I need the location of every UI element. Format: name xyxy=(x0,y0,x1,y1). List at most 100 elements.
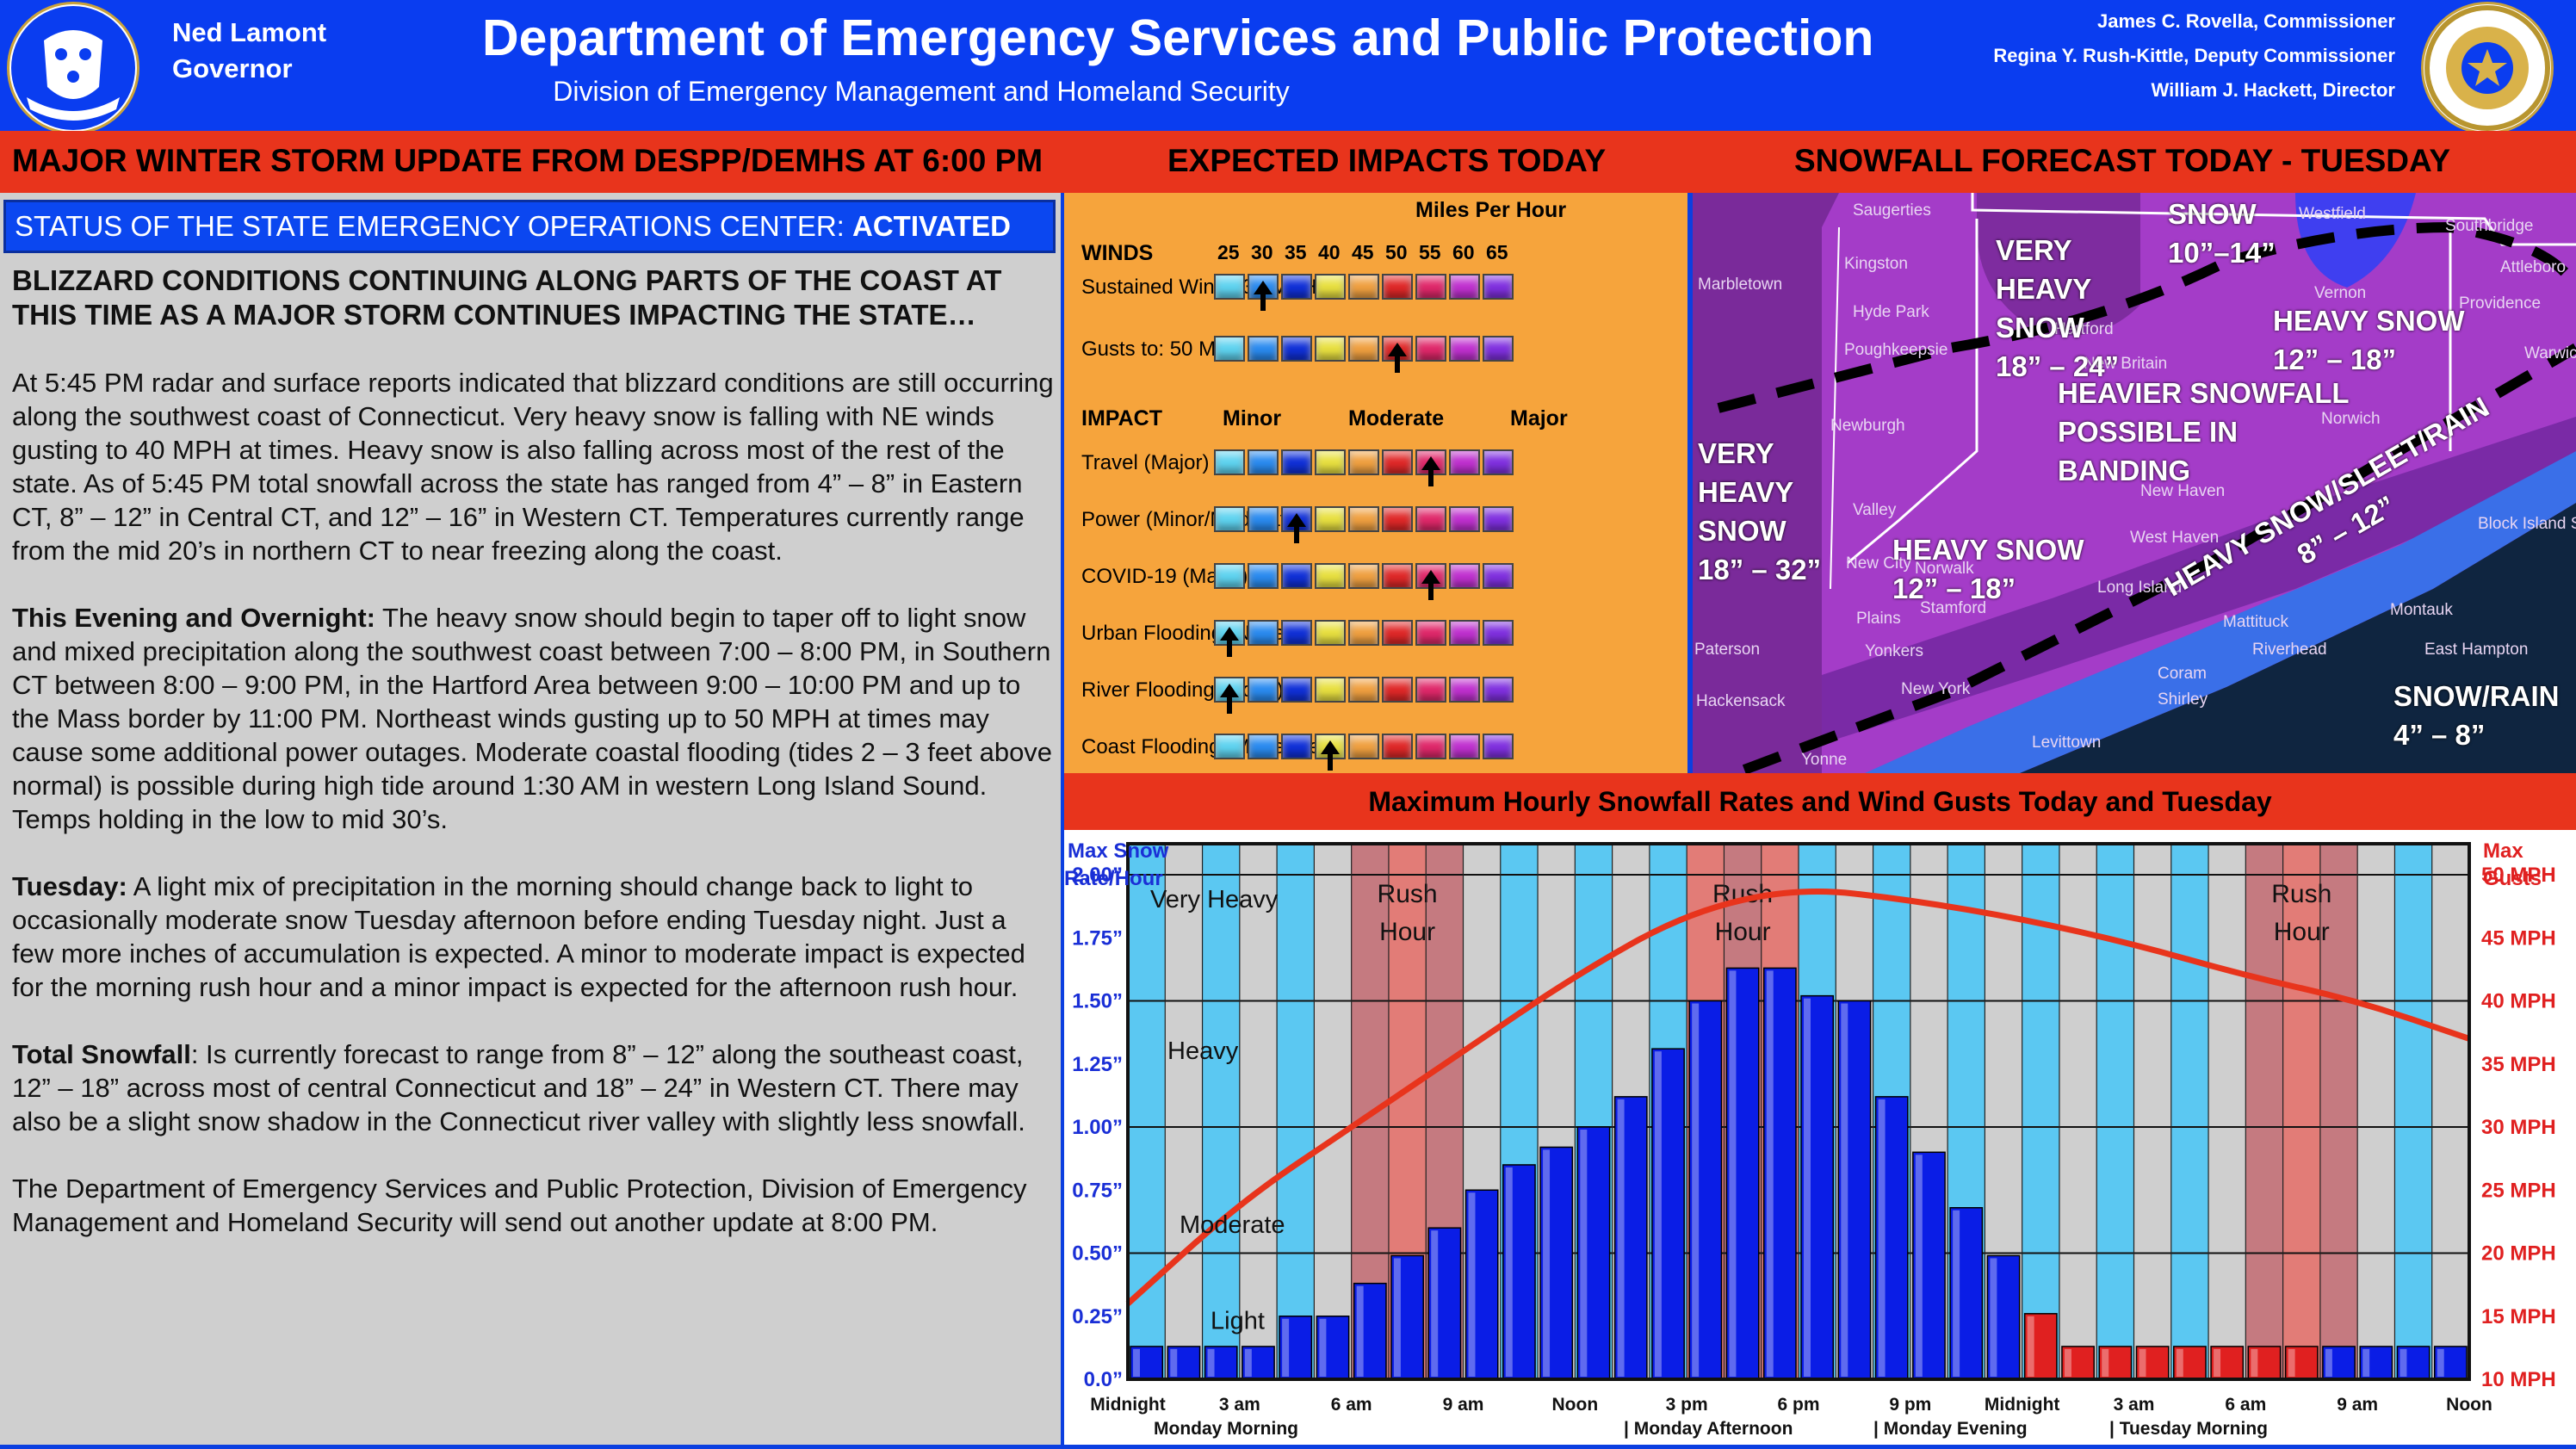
mph-tick: 50 xyxy=(1385,241,1408,263)
period-label: | Monday Afternoon xyxy=(1624,1419,1793,1439)
x-axis-tick: 3 pm xyxy=(1666,1395,1708,1415)
header xyxy=(0,0,2576,131)
map-label-line: HEAVY xyxy=(1698,476,1794,508)
governor-title: Governor xyxy=(172,53,293,84)
impact-row-3-scale-bar xyxy=(1214,620,1516,646)
scale-segment xyxy=(1281,734,1312,759)
scale-segment xyxy=(1483,677,1514,703)
storm-update-heading: MAJOR WINTER STORM UPDATE FROM DESPP/DEM… xyxy=(12,143,1043,178)
snow-bar-highlight xyxy=(1282,1318,1290,1377)
chart-stripe xyxy=(2133,844,2171,1379)
chart-title-band: Maximum Hourly Snowfall Rates and Wind G… xyxy=(1064,773,2576,830)
snow-bar xyxy=(1390,1254,1424,1380)
scale-segment xyxy=(1315,563,1346,589)
scale-segment xyxy=(1348,734,1379,759)
map-label-very-heavy-west: VERY HEAVY SNOW 18” – 32” xyxy=(1698,434,1821,589)
snow-bar-highlight xyxy=(1356,1285,1364,1377)
staff-commissioner: James C. Rovella, Commissioner xyxy=(2096,10,2395,32)
map-label-line: HEAVY SNOW xyxy=(2273,305,2465,337)
map-label-line: VERY xyxy=(1996,234,2072,266)
scale-segment xyxy=(1348,677,1379,703)
scale-segment xyxy=(1281,563,1312,589)
scale-segment xyxy=(1415,677,1446,703)
map-town-label: Hyde Park xyxy=(1853,303,1929,321)
map-town-label: Warwick xyxy=(2524,344,2576,362)
map-town-label: East Hampton xyxy=(2424,641,2529,659)
scale-segment xyxy=(1415,620,1446,646)
impact-row-4-scale-bar xyxy=(1214,677,1516,703)
scale-segment xyxy=(1449,620,1480,646)
scale-segment xyxy=(1382,274,1413,300)
map-town-label: Coram xyxy=(2158,665,2208,683)
wind-gust-line xyxy=(1125,889,2471,1306)
right-axis-tick: 30 MPH xyxy=(2481,1116,2556,1139)
scale-segment xyxy=(1415,336,1446,362)
scale-segment xyxy=(1449,677,1480,703)
x-axis-tick: 6 am xyxy=(2225,1395,2266,1415)
map-label-snow-rain: SNOW/RAIN 4” – 8” xyxy=(2393,677,2560,754)
page-subtitle: Division of Emergency Management and Hom… xyxy=(553,76,1290,107)
scale-segment xyxy=(1315,449,1346,475)
snow-bar-highlight xyxy=(1431,1230,1439,1377)
snow-bar-highlight xyxy=(1617,1099,1625,1377)
x-axis-tick: 9 am xyxy=(2337,1395,2378,1415)
snow-bar xyxy=(1725,967,1760,1380)
snow-bar-highlight xyxy=(1207,1348,1215,1377)
impact-row-1-scale-bar xyxy=(1214,506,1516,532)
snow-bar xyxy=(2247,1346,2282,1380)
mph-tick: 40 xyxy=(1318,241,1341,263)
period-label: Monday Morning xyxy=(1154,1419,1298,1439)
scale-segment xyxy=(1348,274,1379,300)
scale-segment xyxy=(1248,734,1279,759)
eoc-status-value: ACTIVATED xyxy=(852,210,1011,242)
map-town-label: Yonne xyxy=(1801,751,1848,769)
scale-segment xyxy=(1281,449,1312,475)
scale-segment xyxy=(1382,449,1413,475)
map-town-label: Long Island xyxy=(2097,579,2183,597)
scale-segment xyxy=(1348,506,1379,532)
snow-bar xyxy=(1502,1164,1536,1380)
x-axis-tick: 3 am xyxy=(2114,1395,2155,1415)
snow-bar-highlight xyxy=(2325,1348,2332,1377)
scale-segment xyxy=(1382,734,1413,759)
scale-segment xyxy=(1281,336,1312,362)
left-axis-tick: 2.00” xyxy=(1072,864,1123,887)
map-town-label: Stamford xyxy=(1920,599,1987,617)
map-town-label: New City xyxy=(1846,554,1912,573)
snow-bar-highlight xyxy=(2176,1348,2183,1377)
scale-segment xyxy=(1415,506,1446,532)
governor-name: Ned Lamont xyxy=(172,17,327,47)
scale-segment xyxy=(1248,336,1279,362)
despp-seal-icon xyxy=(2421,2,2554,134)
map-town-label: Montauk xyxy=(2390,601,2453,619)
snow-bar-highlight xyxy=(1393,1258,1401,1377)
chart-stripe xyxy=(2208,844,2246,1379)
snow-bar-highlight xyxy=(1729,970,1737,1377)
snow-bar-highlight xyxy=(1580,1130,1588,1377)
scale-segment xyxy=(1449,449,1480,475)
map-town-label: New Haven xyxy=(2140,482,2226,500)
scale-segment xyxy=(1315,336,1346,362)
snow-bar-highlight xyxy=(2102,1348,2109,1377)
intensity-label: Light xyxy=(1211,1307,1265,1334)
impact-rows: Sustained Winds:30 MPH Gusts to: 50 MPH Tr… xyxy=(1064,193,1687,773)
map-town-label: West Haven xyxy=(2130,529,2220,547)
impact-row-0-scale-bar xyxy=(1214,449,1516,475)
snow-bar-highlight xyxy=(2139,1348,2146,1377)
snow-bar-highlight xyxy=(1953,1210,1960,1377)
map-label-line: 4” – 8” xyxy=(2393,719,2486,751)
x-axis-tick: 6 pm xyxy=(1777,1395,1819,1415)
snowfall-forecast-heading: SNOWFALL FORECAST TODAY - TUESDAY xyxy=(1794,143,2451,178)
map-town-label: Levittown xyxy=(2032,734,2102,752)
mph-title: Miles Per Hour xyxy=(1415,198,1567,222)
paragraph-tuesday: Tuesday: A light mix of precipitation in… xyxy=(12,870,1054,1004)
right-axis-tick: 35 MPH xyxy=(2481,1053,2556,1076)
snow-bar xyxy=(2284,1346,2319,1380)
scale-segment xyxy=(1415,274,1446,300)
map-label-line: HEAVY xyxy=(1996,273,2092,305)
snow-bar-highlight xyxy=(2214,1348,2221,1377)
right-axis-title: Gusts xyxy=(2483,867,2542,890)
x-axis-tick: 3 am xyxy=(1219,1395,1260,1415)
snow-bar xyxy=(1912,1151,1946,1380)
